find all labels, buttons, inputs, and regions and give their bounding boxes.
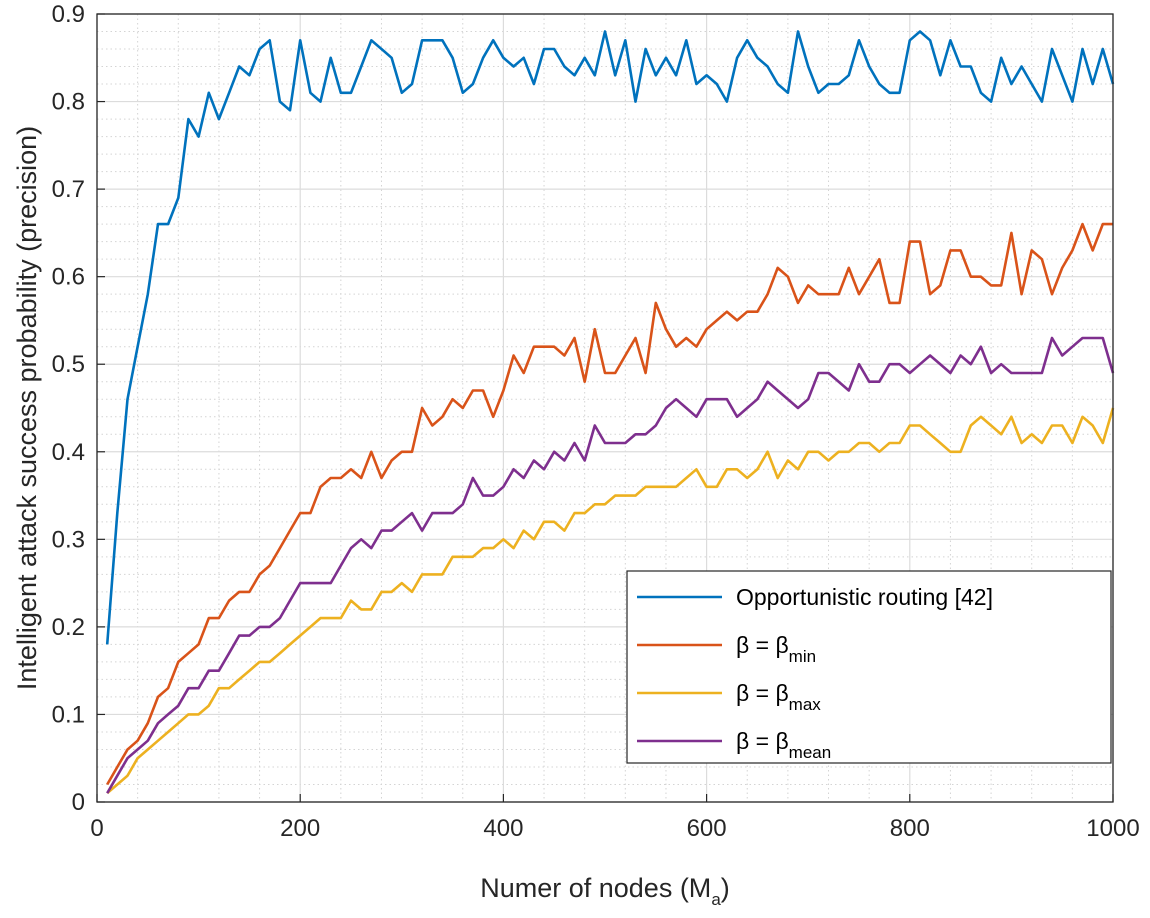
y-tick-label: 0.3 [52,526,85,553]
legend-label: β = βmax [736,680,821,714]
x-axis-label: Numer of nodes (Ma) [480,873,730,909]
x-tick-label: 0 [90,815,103,842]
y-tick-label: 0.2 [52,614,85,641]
legend-label: Opportunistic routing [42] [736,584,993,610]
y-tick-label: 0.5 [52,351,85,378]
x-tick-label: 200 [280,815,320,842]
legend-label: β = βmin [736,632,816,666]
y-ticks: 0 0.1 0.2 0.3 0.4 0.5 0.6 0.7 0.8 0.9 [52,1,105,816]
series-line-4 [106,336,1115,794]
series-line-3 [106,407,1115,795]
y-axis-label: Intelligent attack success probability (… [12,126,42,690]
series-line-1 [105,30,1115,645]
series-lines [105,30,1115,795]
x-tick-label: 600 [687,815,727,842]
y-tick-label: 0.8 [52,89,85,116]
y-tick-label: 0.6 [52,264,85,291]
plot-frame [96,13,1114,803]
y-tick-label: 0.7 [52,176,85,203]
x-ticks: 0 200 400 600 800 1000 [90,794,1140,842]
x-tick-label: 400 [483,815,523,842]
series-line-2 [106,222,1113,786]
y-tick-label: 0 [72,789,85,816]
legend-label: β = βmean [736,728,831,762]
y-tick-label: 0.4 [52,439,85,466]
y-tick-label: 0.1 [52,701,85,728]
x-tick-label: 800 [890,815,930,842]
legend-box [626,570,1112,764]
y-tick-label: 0.9 [52,1,85,28]
x-tick-label: 1000 [1086,815,1139,842]
legend: Opportunistic routing [42] β = βmin β = βm… [626,570,1112,764]
